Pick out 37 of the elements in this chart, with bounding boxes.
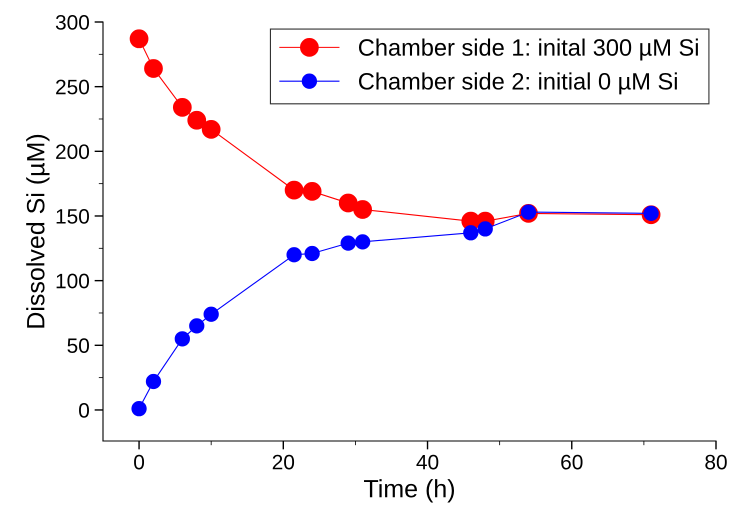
x-axis-title: Time (h) bbox=[364, 479, 454, 502]
point bbox=[354, 234, 370, 250]
y-tick-label: 300 bbox=[56, 15, 89, 30]
point bbox=[284, 180, 304, 200]
x-tick-label: 40 bbox=[416, 454, 438, 470]
y-tick-label: 0 bbox=[79, 402, 89, 418]
point bbox=[172, 98, 192, 117]
point bbox=[353, 200, 372, 219]
y-tick-label: 100 bbox=[56, 274, 89, 288]
point bbox=[204, 306, 219, 322]
point bbox=[174, 331, 190, 346]
y-tick-label: 200 bbox=[56, 144, 89, 160]
x-tick-label: 20 bbox=[272, 454, 294, 470]
y-tick-label: 150 bbox=[56, 208, 89, 224]
point bbox=[146, 374, 162, 390]
legend-label: Chamber side 1: inital 300 µM Si bbox=[358, 38, 698, 61]
y-axis-title: Dissolved Si (µM) bbox=[26, 134, 50, 328]
point bbox=[520, 204, 536, 220]
y-tick-label: 50 bbox=[67, 338, 89, 354]
point bbox=[131, 401, 147, 416]
legend-label: Chamber side 2: initial 0 µM Si bbox=[358, 72, 677, 94]
point bbox=[340, 236, 356, 251]
point bbox=[304, 246, 320, 262]
point bbox=[286, 247, 302, 262]
point bbox=[189, 318, 204, 334]
point bbox=[202, 120, 221, 139]
x-tick-label: 0 bbox=[134, 454, 144, 470]
point bbox=[338, 194, 358, 212]
point bbox=[187, 110, 206, 130]
y-tick-label: 250 bbox=[56, 80, 89, 94]
x-tick-label: 80 bbox=[705, 454, 727, 470]
point bbox=[478, 221, 493, 237]
point bbox=[144, 59, 163, 78]
point bbox=[302, 182, 322, 201]
point bbox=[130, 29, 148, 48]
x-tick-label: 60 bbox=[561, 454, 583, 470]
point bbox=[463, 225, 478, 240]
